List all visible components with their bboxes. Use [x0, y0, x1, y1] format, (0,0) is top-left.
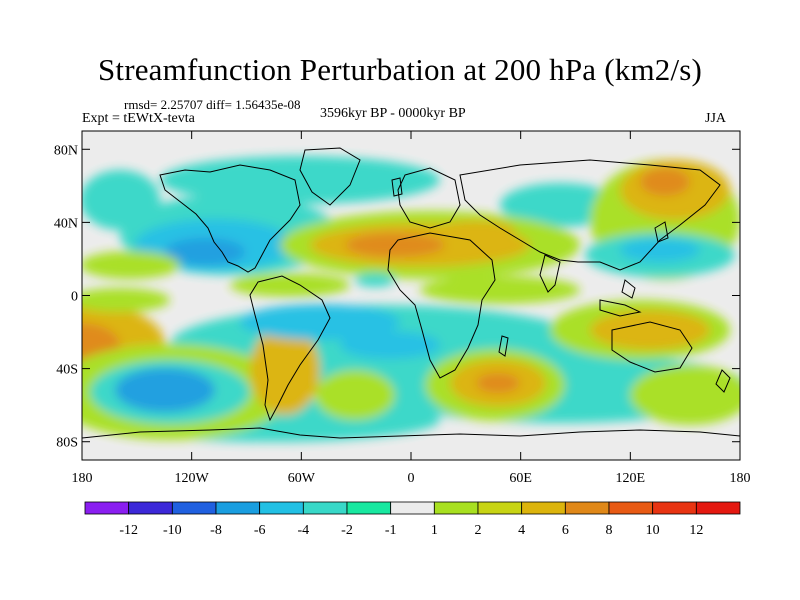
colorbar-label: 4: [518, 523, 525, 538]
colorbar-swatch: [652, 501, 697, 515]
season-label: JJA: [705, 111, 727, 126]
colorbar-label: 12: [689, 523, 703, 538]
y-tick-label: 0: [71, 290, 78, 305]
x-tick-label: 0: [408, 471, 415, 486]
y-tick-label: 80N: [54, 143, 78, 158]
period-label: 3596kyr BP - 0000kyr BP: [320, 106, 466, 121]
colorbar-swatch: [302, 501, 348, 515]
stats-line: rmsd= 2.25707 diff= 1.56435e-08: [124, 97, 301, 112]
y-tick-label: 80S: [56, 436, 78, 451]
colorbar-swatch: [390, 501, 435, 515]
colorbar-label: 2: [475, 523, 482, 538]
colorbar-swatch: [171, 501, 217, 515]
colorbar-label: 10: [646, 523, 660, 538]
map-axes: 80N 40N 0 40S 80S 180 120W 60W 0 60E 120E 180: [54, 131, 751, 486]
colorbar-swatch: [346, 501, 392, 515]
colorbar-label: 8: [606, 523, 613, 538]
colorbar-label: -2: [341, 523, 353, 538]
colorbar-label: -1: [385, 523, 397, 538]
x-tick-label: 60E: [509, 471, 532, 486]
colorbar-swatch: [84, 501, 130, 515]
colorbar-swatch: [259, 501, 304, 515]
colorbar: -12 -10 -8 -6 -4 -2 -1 1 2 4 6 8 10 12: [84, 501, 741, 538]
colorbar-label: -6: [254, 523, 266, 538]
x-tick-label: 180: [730, 471, 751, 486]
x-tick-label: 60W: [288, 471, 316, 486]
colorbar-swatch: [608, 501, 654, 515]
colorbar-swatch: [477, 501, 523, 515]
y-tick-label: 40N: [54, 216, 78, 231]
x-tick-label: 120E: [616, 471, 646, 486]
x-tick-label: 120W: [175, 471, 210, 486]
x-tick-label: 180: [72, 471, 93, 486]
colorbar-swatch: [128, 501, 173, 515]
plot-title: Streamfunction Perturbation at 200 hPa (…: [97, 52, 703, 87]
colorbar-swatch: [215, 501, 261, 515]
colorbar-swatch: [433, 501, 479, 515]
streamfunction-field: [82, 156, 740, 442]
colorbar-label: 6: [562, 523, 569, 538]
colorbar-label: -10: [163, 523, 182, 538]
experiment-label: Expt = tEWtX-tevta: [82, 111, 195, 126]
colorbar-swatch: [695, 501, 741, 515]
y-tick-label: 40S: [56, 363, 78, 378]
colorbar-label: -8: [210, 523, 222, 538]
coastlines: [82, 147, 740, 439]
colorbar-swatch: [564, 501, 610, 515]
colorbar-label: -12: [119, 523, 138, 538]
colorbar-swatch: [521, 501, 566, 515]
colorbar-label: -4: [297, 523, 309, 538]
colorbar-label: 1: [431, 523, 438, 538]
